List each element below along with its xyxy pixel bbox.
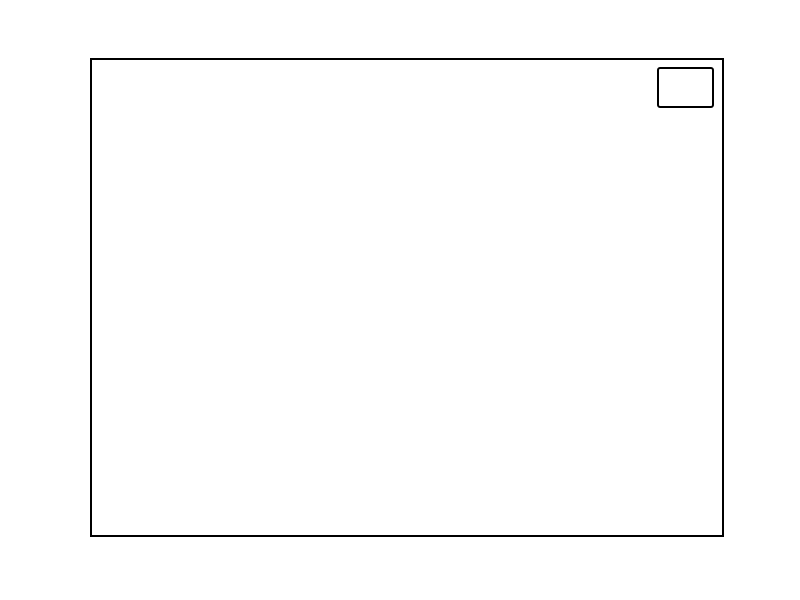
tp-swatch-icon [666, 75, 693, 84]
plot-area [90, 58, 724, 537]
legend-entry-fp [666, 91, 703, 100]
fp-swatch-icon [666, 91, 693, 100]
legend-entry-tp [666, 75, 703, 84]
legend [657, 67, 714, 108]
